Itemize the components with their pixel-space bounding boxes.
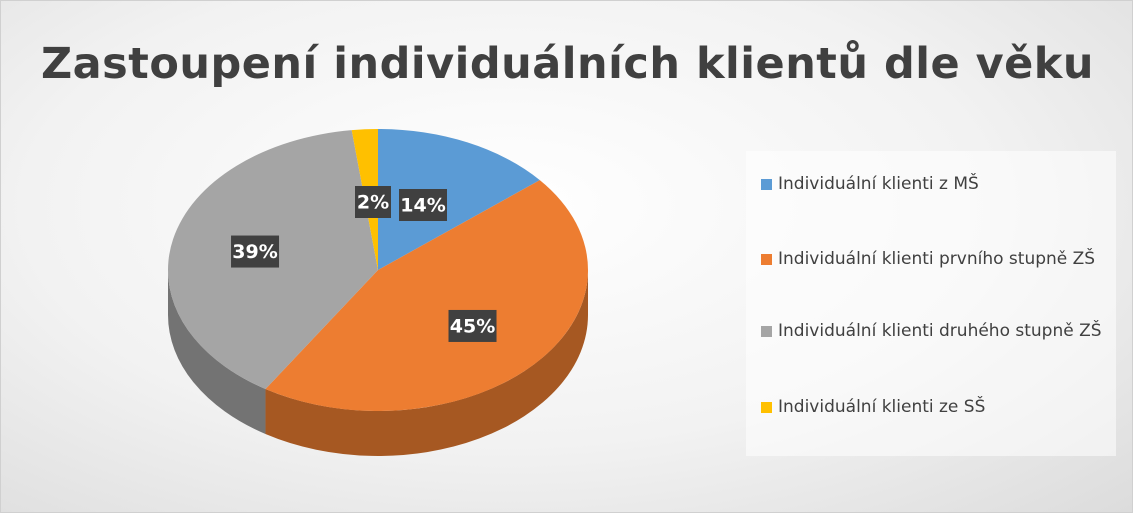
data-label-bg bbox=[448, 309, 497, 342]
legend-swatch bbox=[761, 326, 772, 337]
legend-swatch bbox=[761, 179, 772, 190]
legend-entry: Individuální klienti ze SŠ bbox=[761, 394, 1106, 420]
legend-label: Individuální klienti ze SŠ bbox=[778, 397, 986, 417]
legend-swatch bbox=[761, 254, 772, 265]
data-label: 39% bbox=[232, 241, 277, 263]
slice bbox=[265, 180, 589, 411]
slice-side bbox=[265, 270, 588, 456]
legend: Individuální klienti z MŠ Individuální kl… bbox=[746, 151, 1116, 456]
legend-entry: Individuální klienti z MŠ bbox=[761, 171, 1106, 197]
chart-title: Zastoupení individuálních klientů dle vě… bbox=[40, 39, 1095, 89]
slice-side bbox=[168, 270, 266, 435]
legend-label: Individuální klienti druhého stupně ZŠ bbox=[778, 321, 1102, 341]
slice bbox=[378, 129, 540, 270]
data-label: 45% bbox=[450, 315, 495, 337]
legend-entry: Individuální klienti prvního stupně ZŠ bbox=[761, 246, 1106, 272]
legend-label: Individuální klienti prvního stupně ZŠ bbox=[778, 249, 1096, 269]
legend-swatch bbox=[761, 402, 772, 413]
data-label: 2% bbox=[357, 192, 389, 214]
data-label: 14% bbox=[400, 195, 445, 217]
legend-label: Individuální klienti z MŠ bbox=[778, 174, 979, 194]
data-label-bg bbox=[231, 235, 280, 268]
data-label-bg bbox=[355, 186, 391, 218]
data-label-bg bbox=[399, 189, 447, 221]
legend-entry: Individuální klienti druhého stupně ZŠ bbox=[761, 318, 1106, 344]
